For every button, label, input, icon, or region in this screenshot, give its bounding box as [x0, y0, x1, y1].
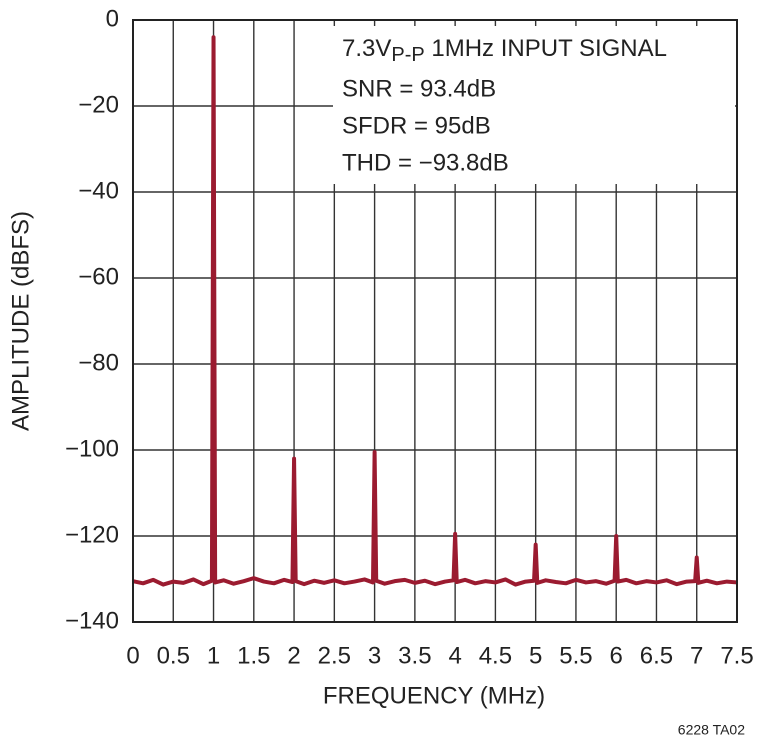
x-tick-label: 7	[690, 642, 703, 669]
y-tick-label: −120	[65, 521, 119, 548]
spectrum-line	[132, 35, 738, 587]
annotation-line: THD = −93.8dB	[342, 149, 509, 176]
x-tick-label: 5	[529, 642, 542, 669]
y-tick-label: −140	[65, 607, 119, 634]
x-tick-label: 4.5	[479, 642, 512, 669]
y-axis-title: AMPLITUDE (dBFS)	[7, 211, 34, 431]
x-tick-label: 6	[610, 642, 623, 669]
annotation-line: 7.3VP-P 1MHz INPUT SIGNAL	[342, 35, 667, 66]
x-tick-label: 6.5	[640, 642, 673, 669]
annotation-box	[333, 26, 735, 184]
annotation-line: SFDR = 95dB	[342, 112, 491, 139]
x-tick-label: 3.5	[398, 642, 431, 669]
y-tick-label: −100	[65, 435, 119, 462]
y-tick-label: −60	[78, 263, 119, 290]
x-tick-label: 1.5	[237, 642, 270, 669]
x-tick-label: 1	[207, 642, 220, 669]
x-tick-label: 2	[287, 642, 300, 669]
y-tick-label: 0	[106, 5, 119, 32]
annotation-subscript: P-P	[391, 44, 424, 66]
x-tick-label: 4	[448, 642, 461, 669]
y-tick-label: −20	[78, 91, 119, 118]
y-tick-label: −40	[78, 177, 119, 204]
x-tick-label: 2.5	[318, 642, 351, 669]
x-tick-label: 0.5	[157, 642, 190, 669]
footnote: 6228 TA02	[678, 722, 745, 738]
x-axis-title: FREQUENCY (MHz)	[323, 682, 545, 709]
annotation-text: 1MHz INPUT SIGNAL	[425, 35, 667, 62]
annotation-line: SNR = 93.4dB	[342, 75, 496, 102]
y-tick-label: −80	[78, 349, 119, 376]
x-tick-label: 5.5	[559, 642, 592, 669]
x-tick-label: 7.5	[720, 642, 753, 669]
plot-frame	[132, 19, 738, 623]
x-tick-label: 3	[368, 642, 381, 669]
annotation-text: 7.3V	[342, 35, 391, 62]
x-tick-label: 0	[126, 642, 139, 669]
